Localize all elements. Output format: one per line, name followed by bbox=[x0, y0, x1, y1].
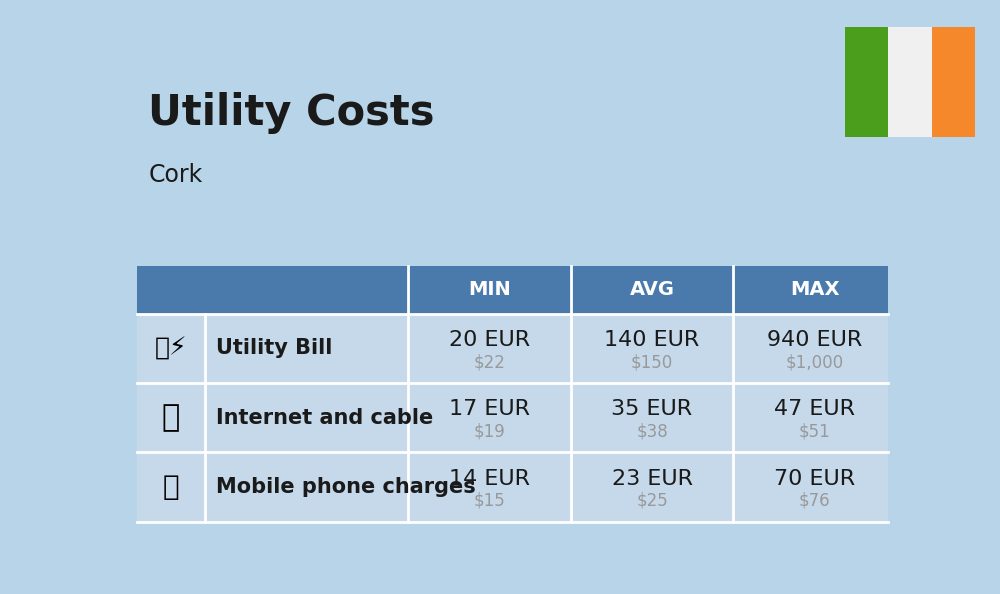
Text: Utility Costs: Utility Costs bbox=[148, 92, 435, 134]
Text: 20 EUR: 20 EUR bbox=[449, 330, 530, 350]
Text: AVG: AVG bbox=[630, 280, 674, 299]
Text: $38: $38 bbox=[636, 422, 668, 441]
Bar bbox=[932, 27, 975, 137]
Text: $150: $150 bbox=[631, 353, 673, 371]
Text: MAX: MAX bbox=[790, 280, 839, 299]
Bar bbox=[888, 27, 932, 137]
Text: 70 EUR: 70 EUR bbox=[774, 469, 855, 489]
Text: Utility Bill: Utility Bill bbox=[216, 339, 333, 358]
Text: $19: $19 bbox=[473, 422, 505, 441]
Text: $1,000: $1,000 bbox=[786, 353, 844, 371]
Text: MIN: MIN bbox=[468, 280, 511, 299]
Text: Mobile phone charges: Mobile phone charges bbox=[216, 477, 476, 497]
Text: $51: $51 bbox=[799, 422, 831, 441]
FancyBboxPatch shape bbox=[137, 314, 888, 383]
Text: 📱: 📱 bbox=[162, 473, 179, 501]
Text: Internet and cable: Internet and cable bbox=[216, 407, 434, 428]
FancyBboxPatch shape bbox=[137, 453, 888, 522]
Text: 940 EUR: 940 EUR bbox=[767, 330, 862, 350]
Text: 47 EUR: 47 EUR bbox=[774, 399, 855, 419]
Text: $76: $76 bbox=[799, 492, 831, 510]
FancyBboxPatch shape bbox=[137, 383, 888, 453]
Text: 17 EUR: 17 EUR bbox=[449, 399, 530, 419]
Text: 140 EUR: 140 EUR bbox=[604, 330, 700, 350]
Bar bbox=[845, 27, 888, 137]
Text: 🔧⚡: 🔧⚡ bbox=[154, 336, 187, 361]
FancyBboxPatch shape bbox=[137, 266, 888, 314]
Text: $22: $22 bbox=[473, 353, 505, 371]
Text: $15: $15 bbox=[473, 492, 505, 510]
Text: 23 EUR: 23 EUR bbox=[612, 469, 692, 489]
Text: 35 EUR: 35 EUR bbox=[611, 399, 693, 419]
Text: 14 EUR: 14 EUR bbox=[449, 469, 530, 489]
Text: Cork: Cork bbox=[148, 163, 202, 187]
Text: $25: $25 bbox=[636, 492, 668, 510]
Text: 📶: 📶 bbox=[162, 403, 180, 432]
